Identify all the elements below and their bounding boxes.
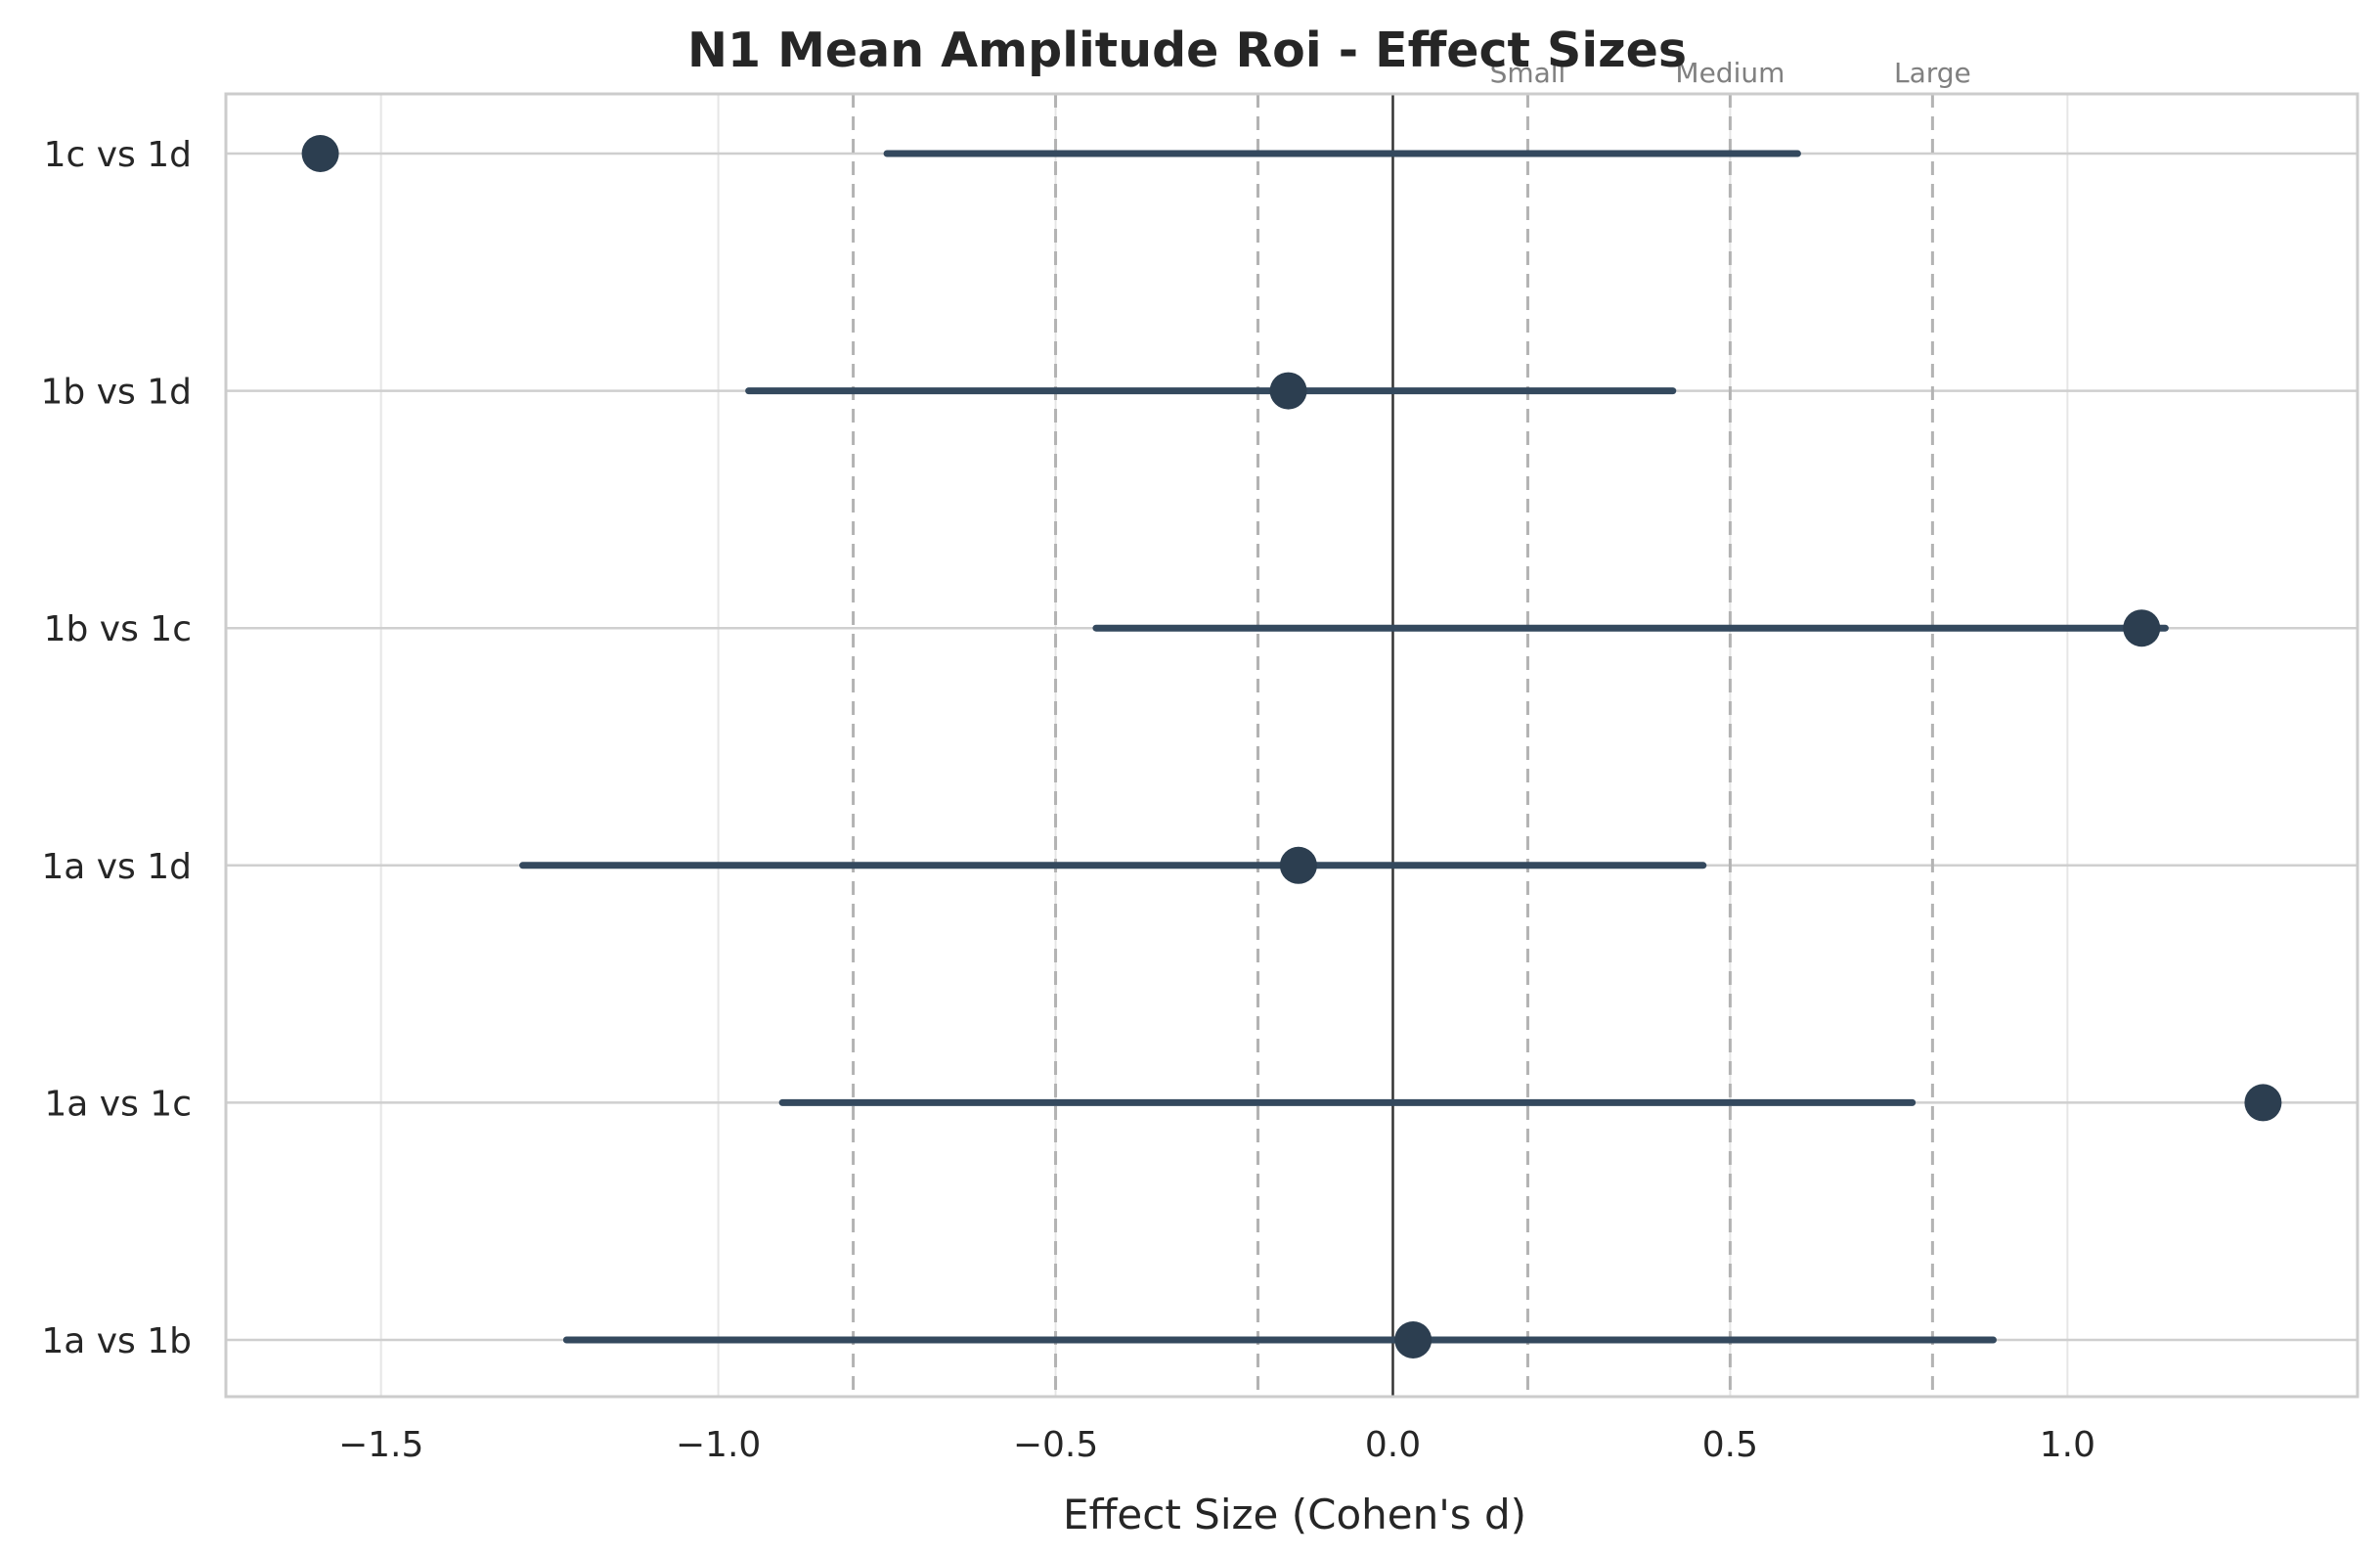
plot-frame: [224, 92, 2359, 1399]
threshold-label: Small: [1490, 57, 1566, 89]
threshold-label: Large: [1894, 57, 1971, 89]
effect-point-layer: [301, 135, 2282, 1359]
effect-size-point: [2244, 1084, 2282, 1122]
effect-size-point: [2123, 609, 2161, 647]
y-tick-label: 1a vs 1c: [44, 1084, 192, 1124]
confidence-interval-layer: [519, 150, 2169, 1344]
y-tick-labels: 1c vs 1d 1b vs 1d 1b vs 1c 1a vs 1d 1a vs 1c…: [41, 135, 192, 1361]
x-axis-label: Effect Size (Cohen's d): [1063, 1491, 1526, 1538]
effect-size-point: [1279, 846, 1317, 884]
threshold-layer: [852, 94, 1934, 1397]
y-tick-label: 1a vs 1b: [41, 1321, 192, 1361]
x-tick-label: 0.0: [1365, 1425, 1421, 1465]
chart-title: N1 Mean Amplitude Roi - Effect Sizes: [687, 22, 1687, 78]
x-tick-label: 1.0: [2040, 1425, 2095, 1465]
y-tick-label: 1a vs 1d: [41, 847, 192, 887]
x-tick-label: 0.5: [1702, 1425, 1758, 1465]
y-tick-label: 1b vs 1c: [44, 609, 192, 649]
x-tick-label: −1.0: [676, 1425, 761, 1465]
x-tick-labels: −1.5 −1.0 −0.5 0.0 0.5 1.0: [338, 1425, 2095, 1465]
effect-size-point: [1394, 1321, 1432, 1359]
y-tick-label: 1c vs 1d: [44, 135, 192, 175]
y-tick-label: 1b vs 1d: [41, 373, 192, 413]
threshold-labels: Small Medium Large: [1490, 57, 1971, 89]
threshold-label: Medium: [1675, 57, 1785, 89]
effect-size-point: [1269, 372, 1307, 410]
x-tick-label: −1.5: [338, 1425, 423, 1465]
effect-size-point: [301, 135, 339, 172]
x-tick-label: −0.5: [1013, 1425, 1098, 1465]
